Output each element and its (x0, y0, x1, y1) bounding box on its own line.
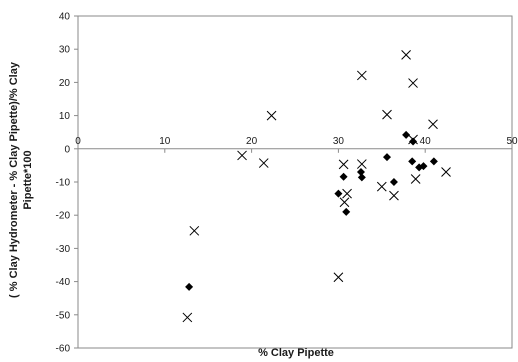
y-tick-label: -10 (56, 178, 71, 189)
data-points (182, 49, 451, 323)
y-axis-title-line-1: ( % Clay Hydrometer - % Clay Pipette)/% … (8, 61, 20, 298)
x-point (342, 188, 352, 199)
x-point (428, 119, 438, 130)
x-point (410, 174, 421, 184)
x-point (333, 272, 344, 283)
x-point (408, 134, 418, 145)
y-tick-label: -40 (56, 277, 71, 288)
y-tick-label: 10 (59, 111, 71, 122)
x-point (389, 190, 399, 201)
y-tick-label: -50 (56, 310, 71, 321)
axes (74, 15, 513, 349)
x-point (182, 312, 193, 323)
x-tick-label: 50 (506, 136, 518, 147)
x-tick-label: 10 (159, 136, 171, 147)
x-tick-label: 0 (75, 136, 81, 147)
diamond-point (357, 173, 366, 182)
diamond-point (339, 172, 348, 181)
y-axis-title-line-2: Pipette*100 (22, 150, 34, 209)
plot-frame (77, 15, 513, 349)
x-point (356, 159, 367, 169)
x-tick-label: 20 (246, 136, 258, 147)
x-point (266, 110, 277, 121)
x-point (189, 225, 200, 236)
y-tick-label: 0 (64, 144, 70, 155)
x-point (338, 159, 349, 170)
x-point (441, 167, 451, 177)
x-tick-label: 40 (420, 136, 432, 147)
y-tick-label: 40 (59, 12, 71, 23)
tick-labels: 40 30 20 10 0 -10 -20 -30 -40 -50 -60 0 10 20 30 40 50 (56, 12, 518, 355)
y-tick-label: -30 (56, 244, 71, 255)
diamond-point (334, 189, 343, 198)
x-point (237, 150, 247, 161)
y-tick-label: 30 (59, 45, 71, 56)
y-tick-label: -20 (56, 211, 71, 222)
x-tick-label: 30 (333, 136, 345, 147)
diamond-point (402, 130, 411, 139)
diamond-point (409, 137, 418, 146)
x-point (401, 49, 411, 60)
x-point (408, 78, 418, 88)
diamond-point (185, 282, 194, 291)
diamond-point (429, 157, 438, 166)
x-point (339, 197, 350, 208)
y-tick-label: -60 (56, 344, 71, 355)
diamond-point (419, 162, 428, 171)
x-point (258, 158, 269, 168)
x-point (382, 109, 392, 120)
diamond-point (383, 153, 392, 162)
diamond-point (356, 168, 365, 177)
x-point (356, 70, 367, 81)
x-axis-title: % Clay Pipette (258, 347, 334, 359)
y-tick-label: 20 (59, 78, 71, 89)
x-point (376, 181, 387, 192)
diamond-point (408, 157, 417, 166)
diamond-point (342, 207, 351, 216)
diamond-point (389, 178, 398, 186)
